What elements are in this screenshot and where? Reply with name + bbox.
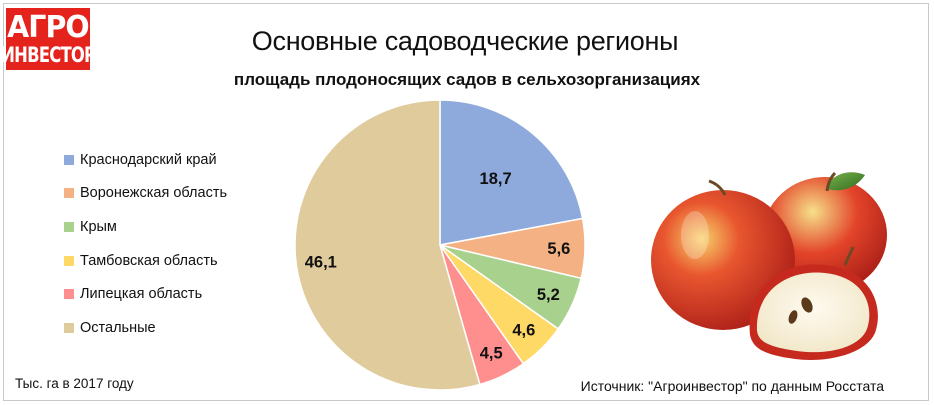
legend-item: Воронежская область bbox=[64, 177, 227, 211]
legend-label: Остальные bbox=[80, 319, 156, 336]
pie-labels: 18,7 5,6 5,24,6 4,5 46,1 bbox=[305, 170, 571, 362]
data-label: 46,1 bbox=[305, 254, 337, 272]
legend-swatch bbox=[64, 188, 74, 199]
legend-swatch bbox=[64, 255, 74, 266]
legend-label: Тамбовская область bbox=[80, 252, 218, 269]
legend-swatch bbox=[64, 221, 74, 232]
legend-swatch bbox=[64, 154, 74, 165]
chart-title-text: Основные садоводческие регионы bbox=[251, 26, 679, 56]
apples-illustration bbox=[651, 171, 887, 360]
data-label: 5,2 bbox=[537, 286, 560, 304]
legend-item: Остальные bbox=[64, 311, 227, 345]
legend-item: Краснодарский край bbox=[64, 143, 227, 177]
legend-item: Липецкая область bbox=[64, 277, 227, 311]
legend-item: Тамбовская область bbox=[64, 244, 227, 278]
legend-swatch bbox=[64, 322, 74, 333]
chart-title: Основные садоводческие регионы bbox=[0, 26, 934, 57]
pie-slice-1 bbox=[439, 99, 584, 246]
data-label: 5,6 bbox=[547, 240, 570, 258]
legend-label: Крым bbox=[80, 218, 117, 235]
pie-slice-6 bbox=[294, 99, 481, 391]
legend-label: Воронежская область bbox=[80, 185, 228, 202]
unit-note: Тыс. га в 2017 году bbox=[15, 376, 134, 391]
chart-legend: Краснодарский край Воронежская область К… bbox=[64, 143, 227, 345]
legend-item: Крым bbox=[64, 210, 227, 244]
data-label: 4,6 bbox=[512, 321, 535, 339]
logo-line-2: ИНВЕСТОР bbox=[1, 42, 96, 67]
chart-subtitle: площадь плодоносящих садов в сельхозорга… bbox=[233, 70, 701, 89]
brand-logo: АГРО ИНВЕСТОР bbox=[1, 8, 96, 70]
pie-slices bbox=[294, 99, 586, 391]
legend-label: Краснодарский край bbox=[80, 151, 217, 168]
legend-label: Липецкая область bbox=[80, 286, 203, 303]
data-label: 18,7 bbox=[480, 170, 512, 188]
source-note: Источник: "Агроинвестор" по данным Росст… bbox=[580, 378, 884, 394]
legend-swatch bbox=[64, 289, 74, 300]
data-label: 4,5 bbox=[480, 344, 503, 362]
logo-line-1: АГРО bbox=[7, 9, 89, 45]
